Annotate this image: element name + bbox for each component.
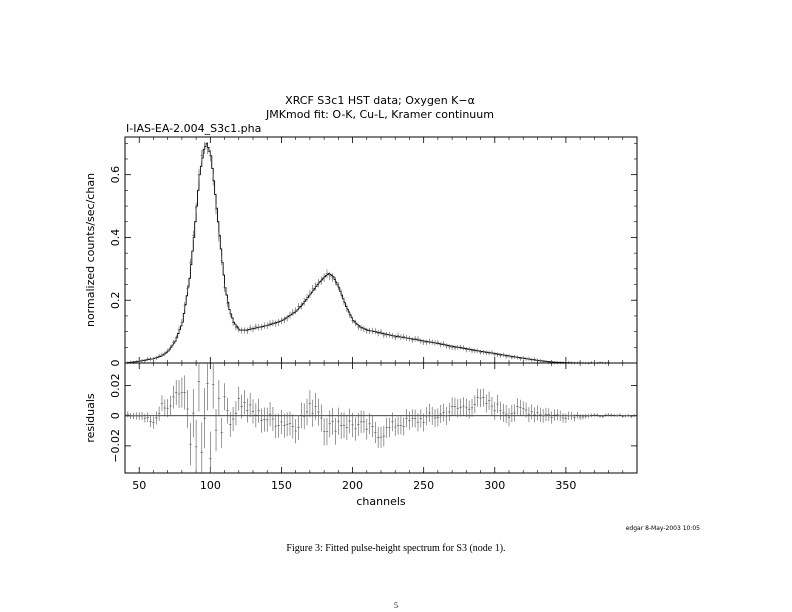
x-tick-label: 150 xyxy=(271,479,292,492)
file-label: I-IAS-EA-2.004_S3c1.pha xyxy=(126,122,261,135)
x-tick-label: 200 xyxy=(342,479,363,492)
timestamp-stamp: edgar 8-May-2003 10:05 xyxy=(625,525,700,532)
x-tick-label: 350 xyxy=(555,479,576,492)
residuals-panel: residuals channels 50 100 150 200 250 300 350 −… xyxy=(84,362,638,508)
residuals-y-axis-label: residuals xyxy=(84,393,97,443)
x-tick-label: 300 xyxy=(484,479,505,492)
y-tick-label: 0 xyxy=(109,412,122,419)
y-tick-label: 0.4 xyxy=(109,229,122,247)
x-axis-label: channels xyxy=(356,495,406,508)
spectrum-panel: normalized counts/sec/chan 0 0.2 0.4 0.6 xyxy=(84,136,638,367)
chart-subtitle: JMKmod fit: O-K, Cu-L, Kramer continuum xyxy=(265,108,494,121)
x-tick-label: 100 xyxy=(200,479,221,492)
x-tick-label: 250 xyxy=(413,479,434,492)
spectrum-y-axis-label: normalized counts/sec/chan xyxy=(84,173,97,327)
y-tick-label: −0.02 xyxy=(109,429,122,463)
y-tick-label: 0.2 xyxy=(109,291,122,309)
y-tick-label: 0 xyxy=(109,360,122,367)
y-tick-label: 0.6 xyxy=(109,166,122,184)
x-tick-label: 50 xyxy=(132,479,146,492)
y-tick-label: 0.02 xyxy=(109,373,122,398)
chart-title: XRCF S3c1 HST data; Oxygen K−α xyxy=(285,94,475,107)
figure-caption: Figure 3: Fitted pulse-height spectrum f… xyxy=(286,543,506,554)
page-number: 5 xyxy=(394,601,398,610)
